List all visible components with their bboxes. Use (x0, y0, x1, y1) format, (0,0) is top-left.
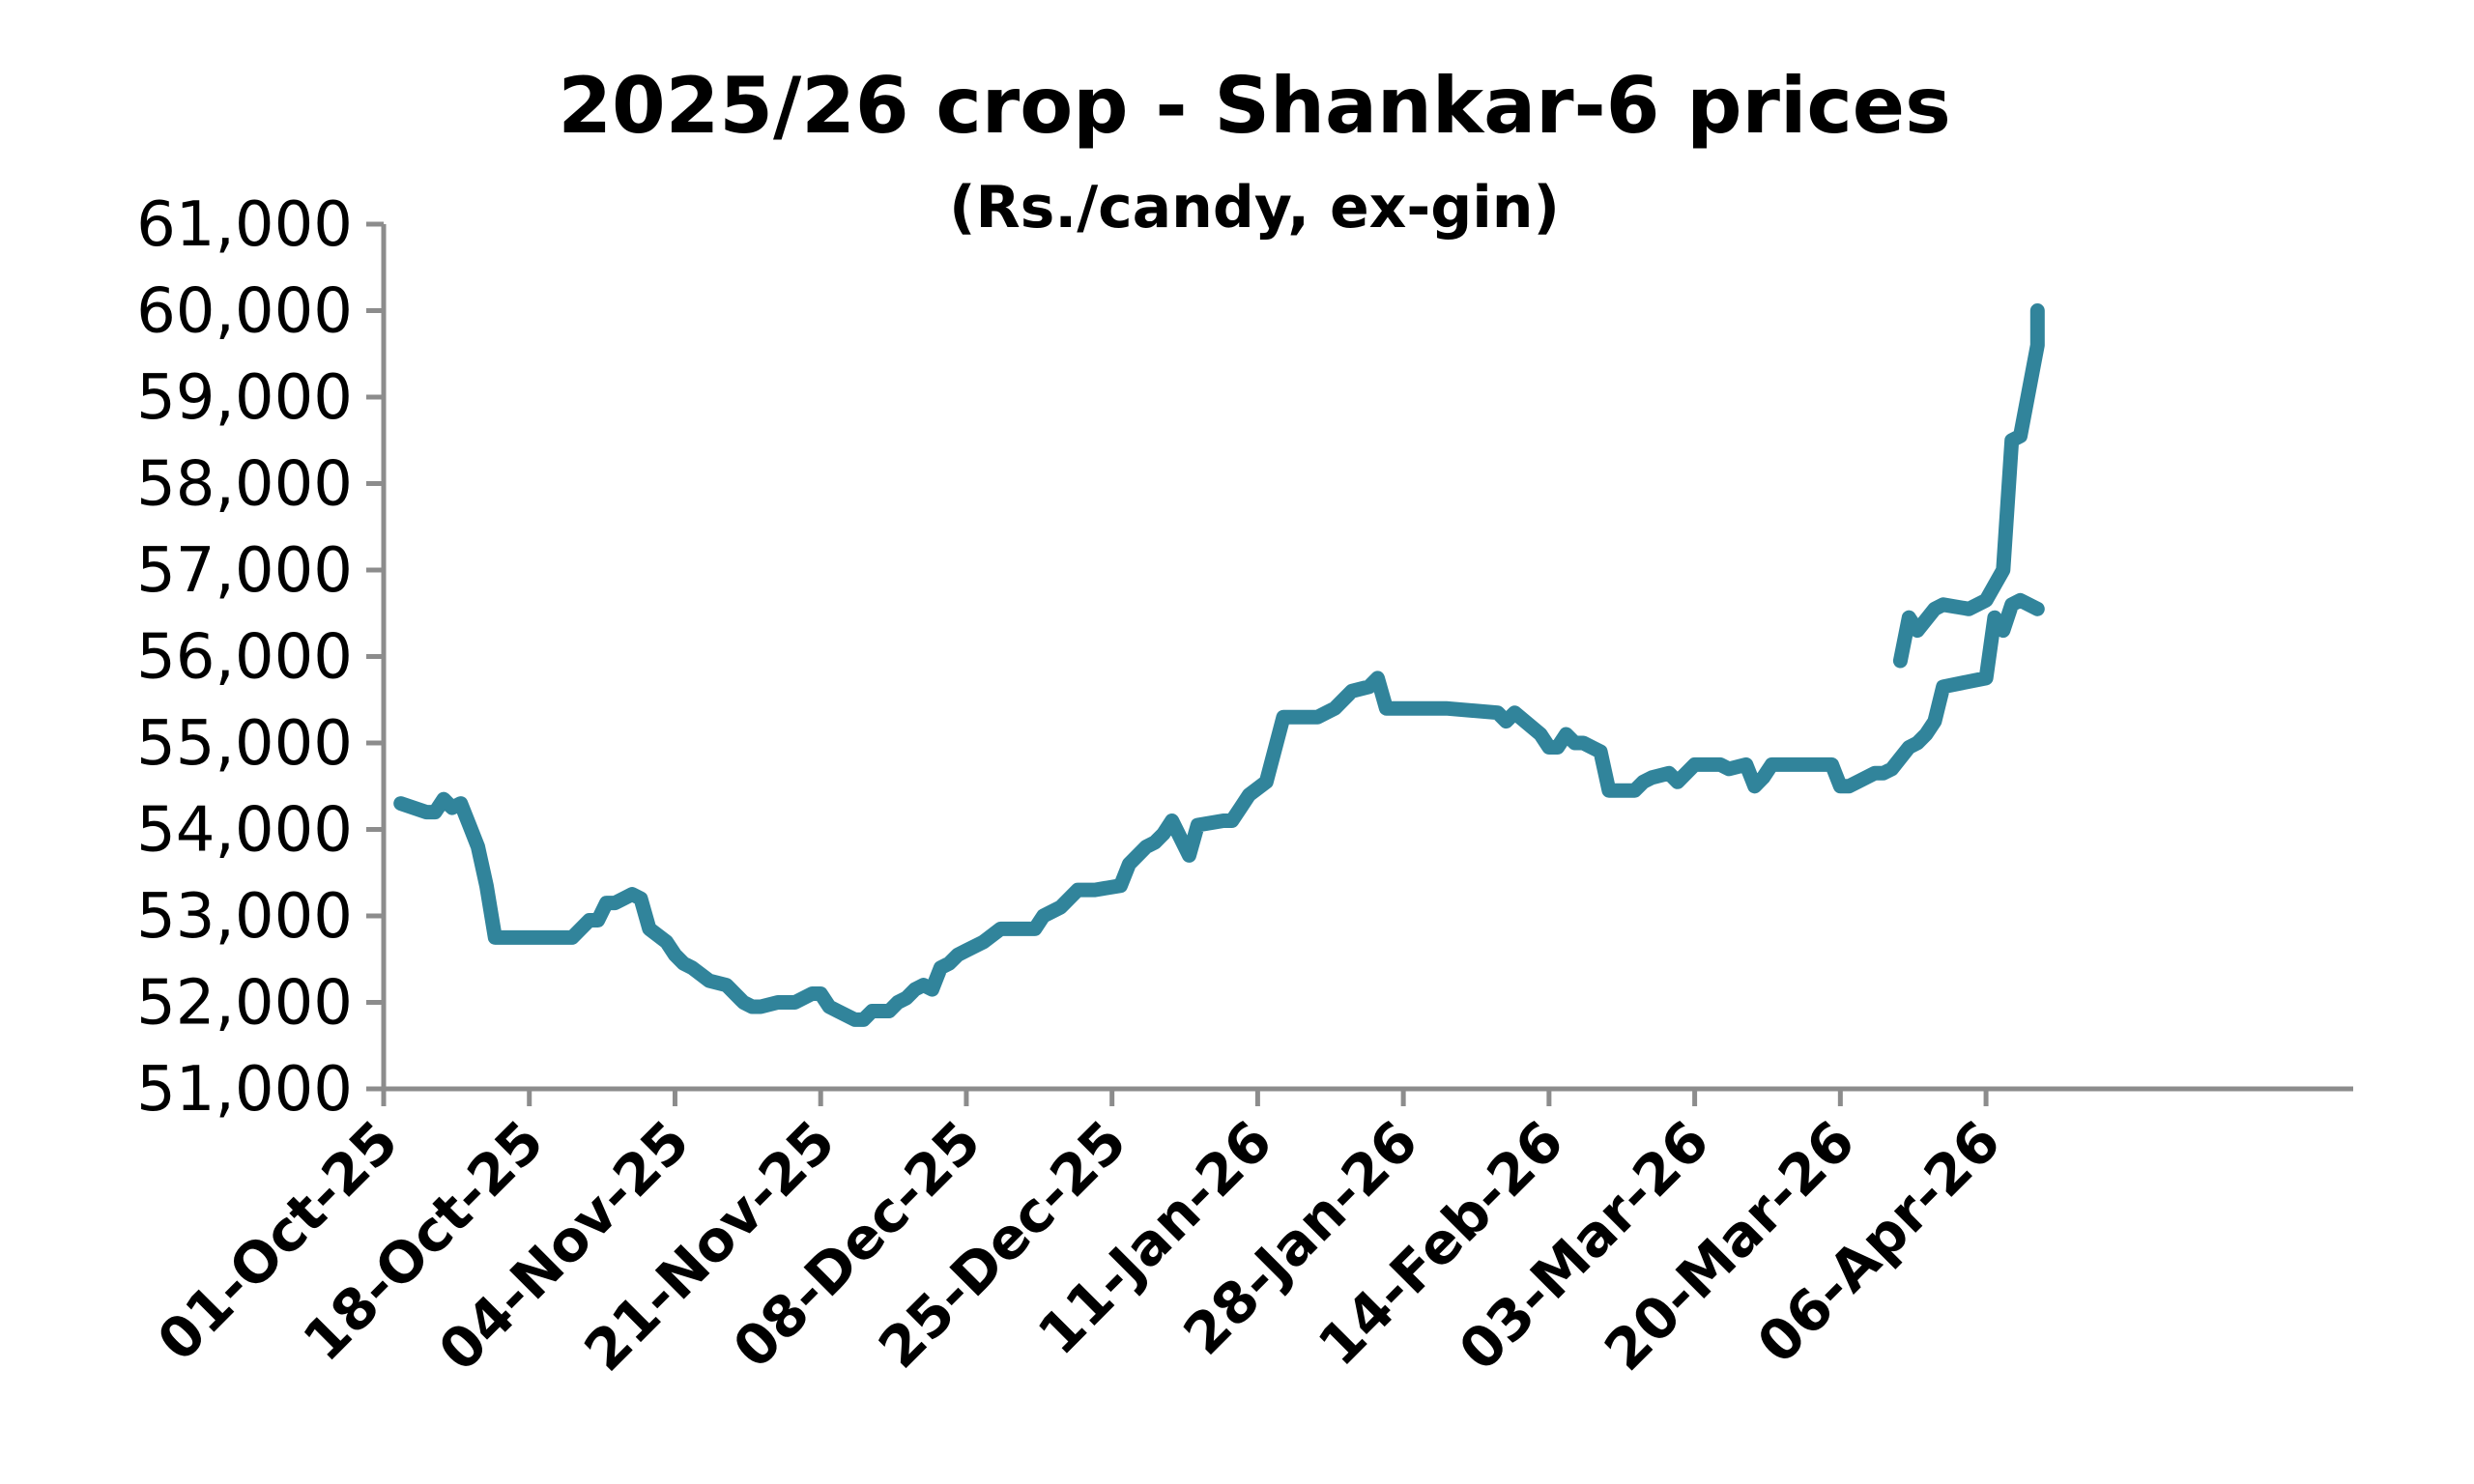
y-tick-label: 59,000 (136, 362, 353, 434)
y-tick-label: 60,000 (136, 276, 353, 348)
price-series-line-continued (1892, 303, 2045, 669)
series-layer (393, 303, 2045, 1027)
y-tick-label: 58,000 (136, 449, 353, 521)
y-tick-label: 61,000 (136, 189, 353, 261)
y-tick-label: 56,000 (136, 622, 353, 694)
chart-subtitle: (Rs./candy, ex-gin) (949, 174, 1560, 242)
y-tick-label: 55,000 (136, 708, 353, 780)
x-axis: 01-Oct-2518-Oct-2504-Nov-2521-Nov-2508-D… (145, 1086, 2353, 1384)
price-series-line (393, 592, 2045, 1027)
y-tick-label: 51,000 (136, 1054, 353, 1126)
chart-title: 2025/26 crop - Shankar-6 prices (558, 61, 1950, 151)
y-tick-label: 54,000 (136, 795, 353, 867)
y-tick-label: 52,000 (136, 968, 353, 1040)
y-tick-label: 57,000 (136, 535, 353, 607)
y-axis: 51,000 52,000 53,000 54,000 55,000 56,000 57,0… (136, 189, 387, 1126)
y-tick-label: 53,000 (136, 881, 353, 953)
